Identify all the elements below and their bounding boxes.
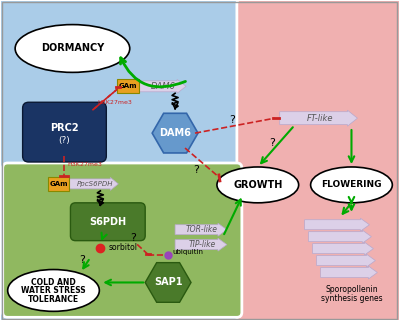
FancyArrow shape [175,238,227,251]
Text: ?: ? [130,233,136,243]
Text: ?: ? [229,115,235,125]
Text: S6PDH: S6PDH [89,217,126,227]
FancyArrow shape [68,178,118,190]
Text: DORMANCY: DORMANCY [41,43,104,54]
Text: GAm: GAm [119,83,138,89]
Text: synthesis genes: synthesis genes [321,294,382,303]
Text: FLOWERING: FLOWERING [321,180,382,189]
Text: ?: ? [269,138,275,148]
Text: PpcS6PDH: PpcS6PDH [77,181,114,187]
FancyArrow shape [313,242,373,255]
Text: PRC2: PRC2 [50,123,79,133]
Ellipse shape [217,167,299,203]
FancyBboxPatch shape [0,0,245,321]
FancyBboxPatch shape [48,177,70,191]
Text: sorbitol: sorbitol [108,243,137,252]
Text: H3K27me3: H3K27me3 [97,100,132,105]
FancyArrow shape [320,266,377,279]
Text: ?: ? [80,255,85,265]
FancyArrow shape [138,79,186,93]
Text: ubiquitin: ubiquitin [172,248,203,255]
Text: COLD AND: COLD AND [31,278,76,287]
FancyBboxPatch shape [70,203,145,241]
FancyBboxPatch shape [237,0,400,321]
Text: ?: ? [193,165,199,175]
Text: TOLERANCE: TOLERANCE [28,295,79,304]
FancyArrow shape [175,223,227,236]
Ellipse shape [311,167,392,203]
FancyArrow shape [316,254,375,267]
Text: FT-like: FT-like [306,114,333,123]
Text: SAP1: SAP1 [154,277,182,288]
Text: (?): (?) [58,135,70,144]
Text: Sporopollenin: Sporopollenin [325,285,378,294]
Ellipse shape [15,25,130,72]
FancyBboxPatch shape [3,163,242,317]
Text: H3K27me3: H3K27me3 [68,162,102,168]
Text: TOR-like: TOR-like [186,225,218,234]
Text: DAM6: DAM6 [151,82,176,91]
FancyArrow shape [309,230,372,243]
Ellipse shape [8,270,99,311]
Text: GAm: GAm [49,181,68,187]
Text: TIP-like: TIP-like [188,240,216,249]
Text: DAM6: DAM6 [159,128,191,138]
FancyArrow shape [280,110,358,126]
FancyBboxPatch shape [23,102,106,162]
FancyArrow shape [305,218,370,231]
Text: WATER STRESS: WATER STRESS [21,286,86,295]
Text: GROWTH: GROWTH [233,180,282,190]
FancyBboxPatch shape [117,79,139,93]
